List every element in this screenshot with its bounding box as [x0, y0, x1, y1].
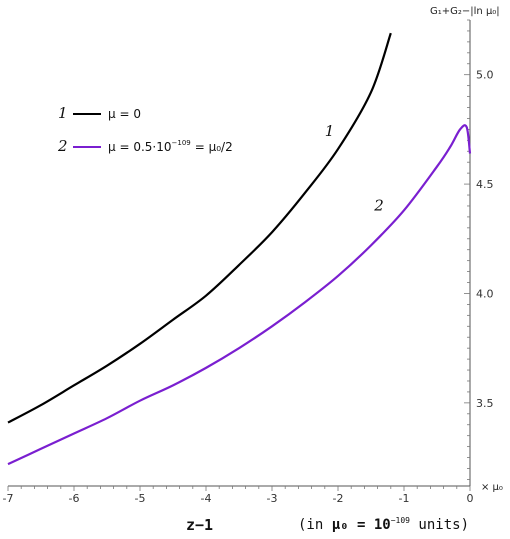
y-tick-label: 3.5 — [476, 397, 494, 410]
units-caption-open: (in — [298, 517, 332, 533]
units-caption-exp: −109 — [390, 516, 410, 525]
legend-index-1: 1 — [58, 104, 68, 122]
x-tick-label: 0 — [467, 492, 474, 505]
series-line-1 — [7, 32, 392, 424]
y-tick-label: 5.0 — [476, 69, 494, 82]
legend-label-1: μ = 0 — [108, 107, 141, 121]
y-axis: 3.5 4.0 4.5 5.0 — [464, 19, 494, 486]
y-axis-title: G₁+G₂−|ln μ₀| — [430, 6, 500, 17]
y-tick-label: 4.5 — [476, 178, 494, 191]
x-tick-label: -1 — [399, 492, 410, 505]
curve-label-2: 2 — [373, 196, 384, 214]
x-tick-label: -2 — [333, 492, 344, 505]
x-axis-caption: z−1 — [186, 516, 214, 534]
legend-index-2: 2 — [57, 137, 68, 155]
curve-labels: 12 — [325, 122, 384, 214]
y-tick-label: 4.0 — [476, 287, 494, 300]
legend-label-2: μ = 0.5·10−109 = μ₀/2 — [108, 139, 233, 154]
units-caption-close: units) — [410, 517, 470, 533]
legend-label-2-main: μ = 0.5·10 — [108, 140, 172, 154]
x-tick-label: -3 — [267, 492, 278, 505]
legend: 1 μ = 0 2 μ = 0.5·10−109 = μ₀/2 — [57, 104, 233, 155]
series-line-2 — [7, 124, 472, 466]
x-tick-label: -7 — [3, 492, 14, 505]
legend-label-2-tail: = μ₀/2 — [195, 140, 233, 154]
x-tick-label: -5 — [135, 492, 146, 505]
series-layer — [7, 32, 472, 466]
units-caption-mu: μ₀ — [331, 517, 349, 533]
units-caption-eq: = 10 — [348, 517, 391, 533]
x-tick-label: -4 — [201, 492, 212, 505]
x-axis-unit-label: × μ₀ — [481, 482, 503, 493]
curve-label-1: 1 — [325, 122, 335, 140]
units-caption: (in μ₀ = 10−109 units) — [298, 516, 469, 533]
x-axis: -7 -6 -5 -4 -3 -2 -1 0 — [3, 485, 474, 505]
legend-label-2-exp: −109 — [172, 139, 191, 147]
x-tick-label: -6 — [69, 492, 80, 505]
